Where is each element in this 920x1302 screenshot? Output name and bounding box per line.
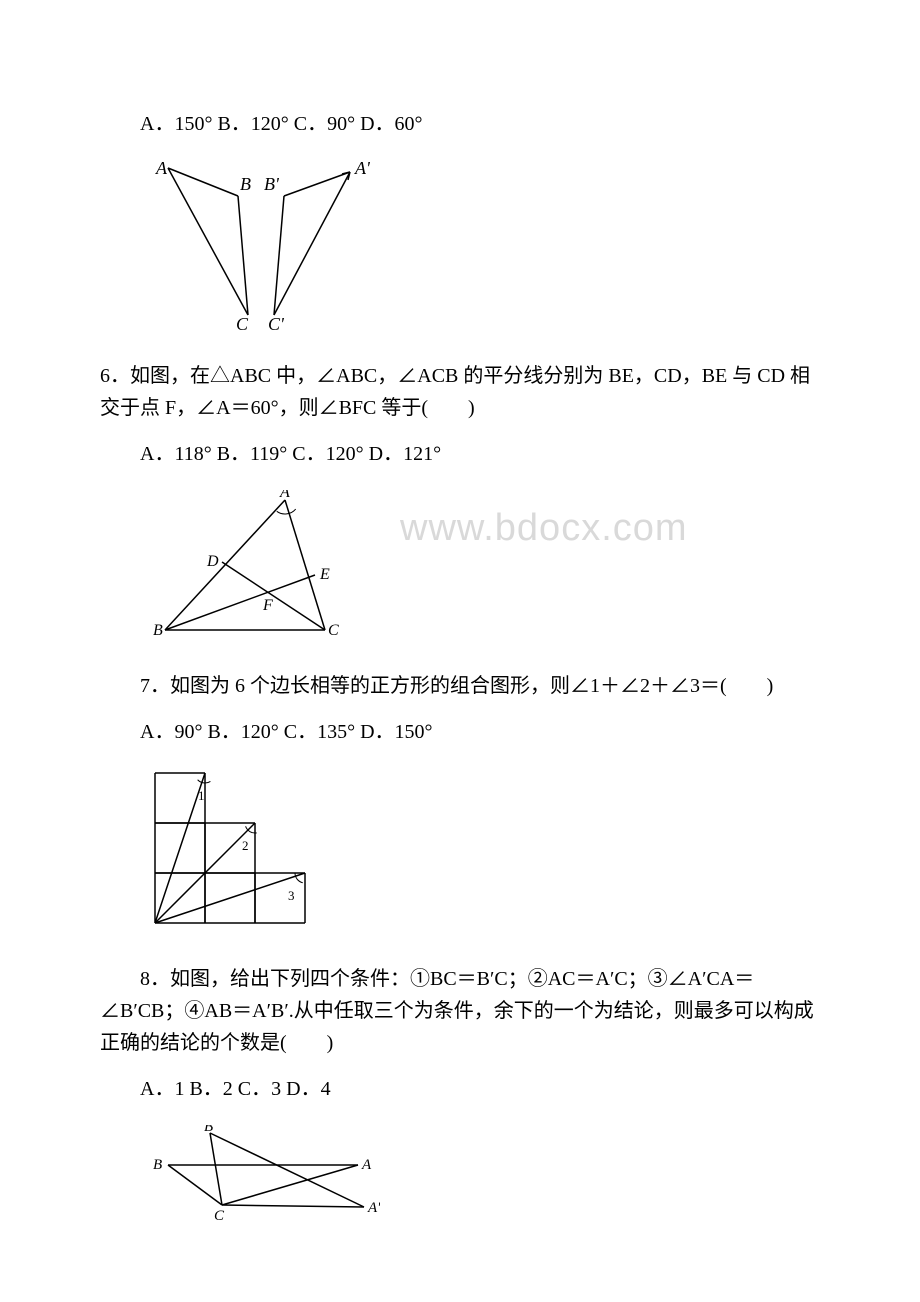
q7-options: A．90° B．120° C．135° D．150° bbox=[100, 716, 820, 748]
svg-text:B: B bbox=[153, 1157, 162, 1173]
q8-options: A．1 B．2 C．3 D．4 bbox=[100, 1073, 820, 1105]
q6-figure: A B C D E F www.bdocx.com bbox=[150, 490, 820, 640]
svg-text:E: E bbox=[319, 566, 330, 583]
q8-figure: B A B' A' C bbox=[150, 1125, 820, 1220]
svg-text:C: C bbox=[214, 1208, 225, 1220]
svg-text:2: 2 bbox=[242, 838, 249, 853]
q8-text: 8．如图，给出下列四个条件：①BC＝B′C；②AC＝A′C；③∠A′CA＝∠B′… bbox=[100, 963, 820, 1059]
svg-text:A: A bbox=[155, 160, 168, 178]
svg-text:C': C' bbox=[268, 314, 285, 330]
svg-text:C: C bbox=[328, 622, 339, 639]
svg-text:A: A bbox=[361, 1157, 372, 1173]
q7-figure: 1 2 3 bbox=[150, 768, 820, 933]
svg-text:A': A' bbox=[367, 1200, 380, 1216]
svg-text:B': B' bbox=[264, 174, 280, 194]
svg-text:F: F bbox=[262, 597, 273, 614]
svg-text:D: D bbox=[206, 553, 219, 570]
svg-text:B: B bbox=[240, 174, 251, 194]
q7-text: 7．如图为 6 个边长相等的正方形的组合图形，则∠1＋∠2＋∠3＝( ) bbox=[100, 670, 820, 702]
q6-text: 6．如图，在△ABC 中，∠ABC，∠ACB 的平分线分别为 BE，CD，BE … bbox=[100, 360, 820, 424]
watermark: www.bdocx.com bbox=[400, 498, 688, 559]
q6-options: A．118° B．119° C．120° D．121° bbox=[100, 438, 820, 470]
q5-options: A．150° B．120° C．90° D．60° bbox=[100, 108, 820, 140]
svg-text:C: C bbox=[236, 314, 249, 330]
svg-text:B': B' bbox=[204, 1125, 217, 1135]
svg-text:A: A bbox=[279, 490, 290, 501]
svg-text:B: B bbox=[153, 622, 163, 639]
svg-text:3: 3 bbox=[288, 888, 295, 903]
svg-text:1: 1 bbox=[198, 788, 205, 803]
q5-figure: A B C A' B' C' bbox=[150, 160, 820, 330]
svg-text:A': A' bbox=[354, 160, 370, 178]
